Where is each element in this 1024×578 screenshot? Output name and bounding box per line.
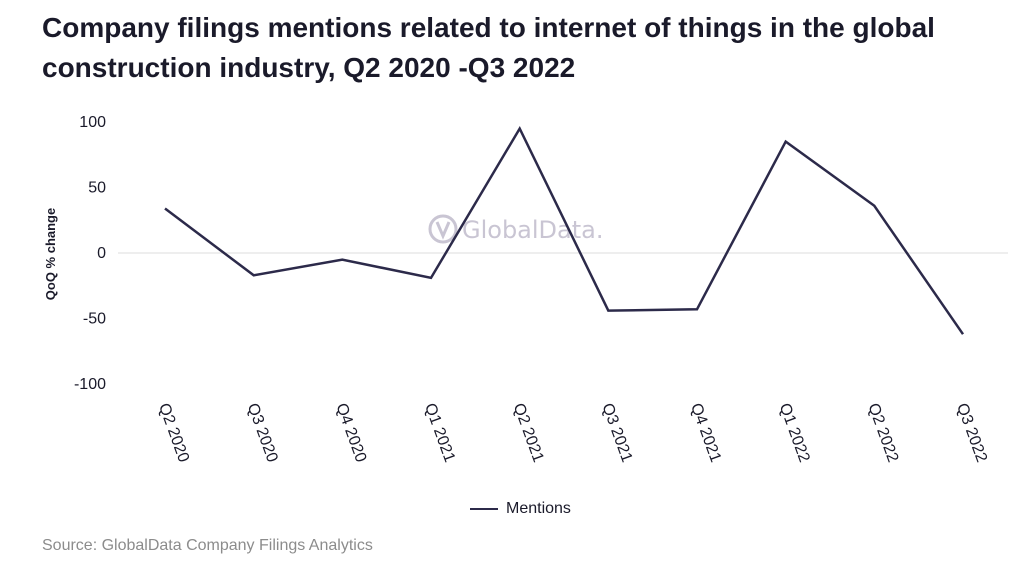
globaldata-watermark: GlobalData.	[428, 214, 604, 244]
chart-title: Company filings mentions related to inte…	[42, 12, 935, 83]
y-tick-label: 50	[88, 180, 106, 197]
x-tick-label: Q3 2020	[244, 401, 281, 465]
globaldata-watermark-logo-mark	[435, 221, 451, 240]
y-axis: 100 50 0 -50 -100	[74, 114, 106, 393]
series-line-mentions	[164, 125, 965, 335]
x-tick-label: Q2 2020	[155, 401, 192, 465]
x-tick-label: Q4 2020	[332, 401, 369, 465]
y-tick-label: -100	[74, 376, 106, 393]
x-tick-label: Q4 2021	[687, 401, 724, 465]
y-axis-label: QoQ % change	[43, 208, 58, 300]
legend: Mentions	[470, 500, 571, 518]
y-tick-label: 100	[79, 114, 106, 131]
x-tick-label: Q2 2022	[864, 401, 901, 465]
x-tick-label: Q2 2021	[510, 401, 547, 465]
source-note: Source: GlobalData Company Filings Analy…	[42, 537, 373, 554]
x-tick-label: Q1 2021	[421, 401, 458, 465]
globaldata-watermark-logo-icon	[428, 214, 458, 244]
x-tick-label: Q3 2022	[953, 401, 990, 465]
legend-label-mentions: Mentions	[506, 500, 571, 517]
legend-swatch-mentions	[470, 508, 498, 510]
x-tick-label: Q3 2021	[598, 401, 635, 465]
x-axis: Q2 2020 Q3 2020 Q4 2020 Q1 2021 Q2 2021 Q3 20…	[155, 401, 990, 465]
y-tick-label: 0	[97, 245, 106, 262]
y-tick-label: -50	[83, 311, 106, 328]
x-tick-label: Q1 2022	[776, 401, 813, 465]
globaldata-watermark-text: GlobalData.	[462, 216, 604, 244]
